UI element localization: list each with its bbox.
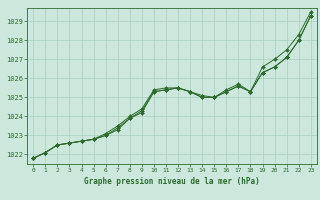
X-axis label: Graphe pression niveau de la mer (hPa): Graphe pression niveau de la mer (hPa) bbox=[84, 177, 260, 186]
